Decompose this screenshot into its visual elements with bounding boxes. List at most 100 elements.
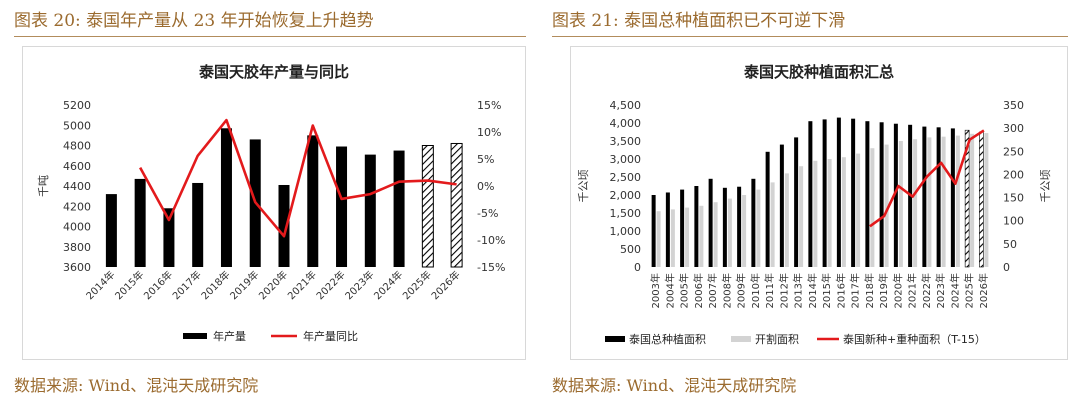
y-tick-label: 4400 — [63, 180, 91, 193]
x-tick-label: 2020年 — [891, 273, 904, 308]
x-tick-label: 2015年 — [112, 268, 146, 302]
y-tick-label: 4,000 — [610, 117, 642, 130]
x-tick-label: 2022年 — [313, 268, 347, 302]
y2-tick-label: -10% — [477, 234, 505, 247]
bar-total-area — [922, 126, 927, 267]
y-tick-label: 4600 — [63, 160, 91, 173]
bar-annual-production — [364, 154, 376, 267]
figure-20-title: 图表 20: 泰国年产量从 23 年开始恢复上升趋势 — [14, 11, 374, 31]
y2-tick-label: 50 — [1003, 238, 1017, 251]
bar-tapping-area — [699, 205, 704, 267]
bar-total-area — [808, 121, 813, 267]
x-tick-label: 2003年 — [649, 273, 662, 308]
bar-total-area — [751, 178, 756, 267]
x-tick-label: 2022年 — [920, 273, 933, 308]
y2-tick-label: 150 — [1003, 192, 1024, 205]
figure-21-title: 图表 21: 泰国总种植面积已不可逆下滑 — [552, 11, 846, 31]
x-tick-label: 2015年 — [820, 273, 833, 308]
x-tick-label: 2021年 — [285, 268, 319, 302]
y-tick-label: 3800 — [63, 241, 91, 254]
y2-tick-label: -5% — [477, 207, 498, 220]
bar-tapping-area — [856, 153, 861, 267]
x-tick-label: 2013年 — [792, 273, 805, 308]
x-tick-label: 2020年 — [256, 268, 290, 302]
bar-annual-production — [105, 194, 117, 267]
bar-tapping-area — [984, 133, 989, 267]
bar-total-area — [964, 129, 970, 268]
bar-tapping-area — [770, 182, 775, 267]
line-new-replant-area — [869, 129, 985, 228]
bar-tapping-area — [670, 209, 675, 267]
header-rule-left — [14, 36, 526, 37]
y-tick-label: 3600 — [63, 261, 91, 274]
bar-annual-production — [336, 146, 348, 267]
bar-total-area — [694, 186, 699, 267]
y2-tick-label: 0% — [477, 180, 494, 193]
bar-total-area — [950, 128, 955, 267]
y2-tick-label: 300 — [1003, 122, 1024, 135]
bar-tapping-area — [713, 202, 718, 267]
bar-tapping-area — [941, 136, 946, 267]
x-tick-label: 2006年 — [692, 273, 705, 308]
x-tick-label: 2023年 — [342, 268, 376, 302]
bar-total-area — [851, 118, 856, 268]
y-tick-label: 0 — [634, 261, 641, 274]
x-tick-label: 2004年 — [663, 273, 676, 308]
bar-tapping-area — [884, 144, 889, 267]
x-tick-label: 2025年 — [400, 268, 434, 302]
y-tick-label: 3,500 — [610, 135, 642, 148]
bar-tapping-area — [742, 195, 747, 267]
y-tick-label: 1,500 — [610, 207, 642, 220]
y-tick-label: 3,000 — [610, 153, 642, 166]
bar-annual-production — [220, 128, 232, 267]
production-chart: 泰国天胶年产量与同比 3600 3800 4000 4200 4400 4600 4800 50… — [37, 63, 505, 343]
chart-title: 泰国天胶种植面积汇总 — [743, 63, 894, 81]
bar-total-area — [665, 192, 670, 267]
bar-annual-production — [421, 145, 434, 268]
y-axis-label: 千公顷 — [577, 170, 590, 203]
x-tick-label: 2018年 — [198, 268, 232, 302]
x-tick-label: 2007年 — [706, 273, 719, 308]
y2-tick-label: 100 — [1003, 215, 1024, 228]
y2-tick-label: 10% — [477, 126, 501, 139]
x-tick-label: 2014年 — [806, 273, 819, 308]
legend-label-tapping: 开割面积 — [755, 332, 799, 346]
bar-total-area — [879, 122, 884, 267]
bar-annual-production — [192, 182, 204, 267]
x-tick-label: 2024年 — [371, 268, 405, 302]
legend-swatch-tapping — [731, 336, 751, 342]
y-tick-label: 4000 — [63, 221, 91, 234]
bar-tapping-area — [756, 189, 761, 267]
header-rule-right — [552, 36, 1068, 37]
x-tick-label: 2026年 — [428, 268, 462, 302]
chart-panel-area: 泰国天胶种植面积汇总 0 500 1,000 1,500 2,000 2,500 3,000 3… — [570, 46, 1068, 360]
y2-axis-label: 千公顷 — [1039, 170, 1052, 203]
bar-annual-production — [307, 135, 319, 267]
bar-total-area — [680, 189, 685, 267]
x-tick-label: 2023年 — [934, 273, 947, 308]
chart-title: 泰国天胶年产量与同比 — [198, 63, 349, 81]
bar-annual-production — [450, 142, 463, 268]
bar-tapping-area — [727, 198, 732, 267]
bar-tapping-area — [813, 160, 818, 267]
source-note-right: 数据来源: Wind、混沌天成研究院 — [552, 376, 797, 395]
legend-label-new-replant: 泰国新种+重种面积（T-15） — [843, 332, 986, 346]
bar-total-area — [722, 187, 727, 267]
x-tick-label: 2019年 — [877, 273, 890, 308]
y-tick-label: 2,500 — [610, 171, 642, 184]
bar-tapping-area — [656, 211, 661, 267]
bar-tapping-area — [970, 133, 975, 267]
bar-tapping-area — [841, 157, 846, 267]
y-tick-label: 5200 — [63, 99, 91, 112]
bar-total-area — [836, 117, 841, 267]
bar-tapping-area — [784, 173, 789, 267]
y2-tick-label: 350 — [1003, 99, 1024, 112]
y-tick-label: 4800 — [63, 140, 91, 153]
x-tick-label: 2016年 — [141, 268, 175, 302]
x-tick-label: 2024年 — [948, 273, 961, 308]
bar-tapping-area — [827, 159, 832, 267]
legend-swatch-total — [605, 336, 625, 342]
x-tick-label: 2012年 — [777, 273, 790, 308]
source-note-left: 数据来源: Wind、混沌天成研究院 — [14, 376, 259, 395]
bar-total-area — [779, 144, 784, 267]
